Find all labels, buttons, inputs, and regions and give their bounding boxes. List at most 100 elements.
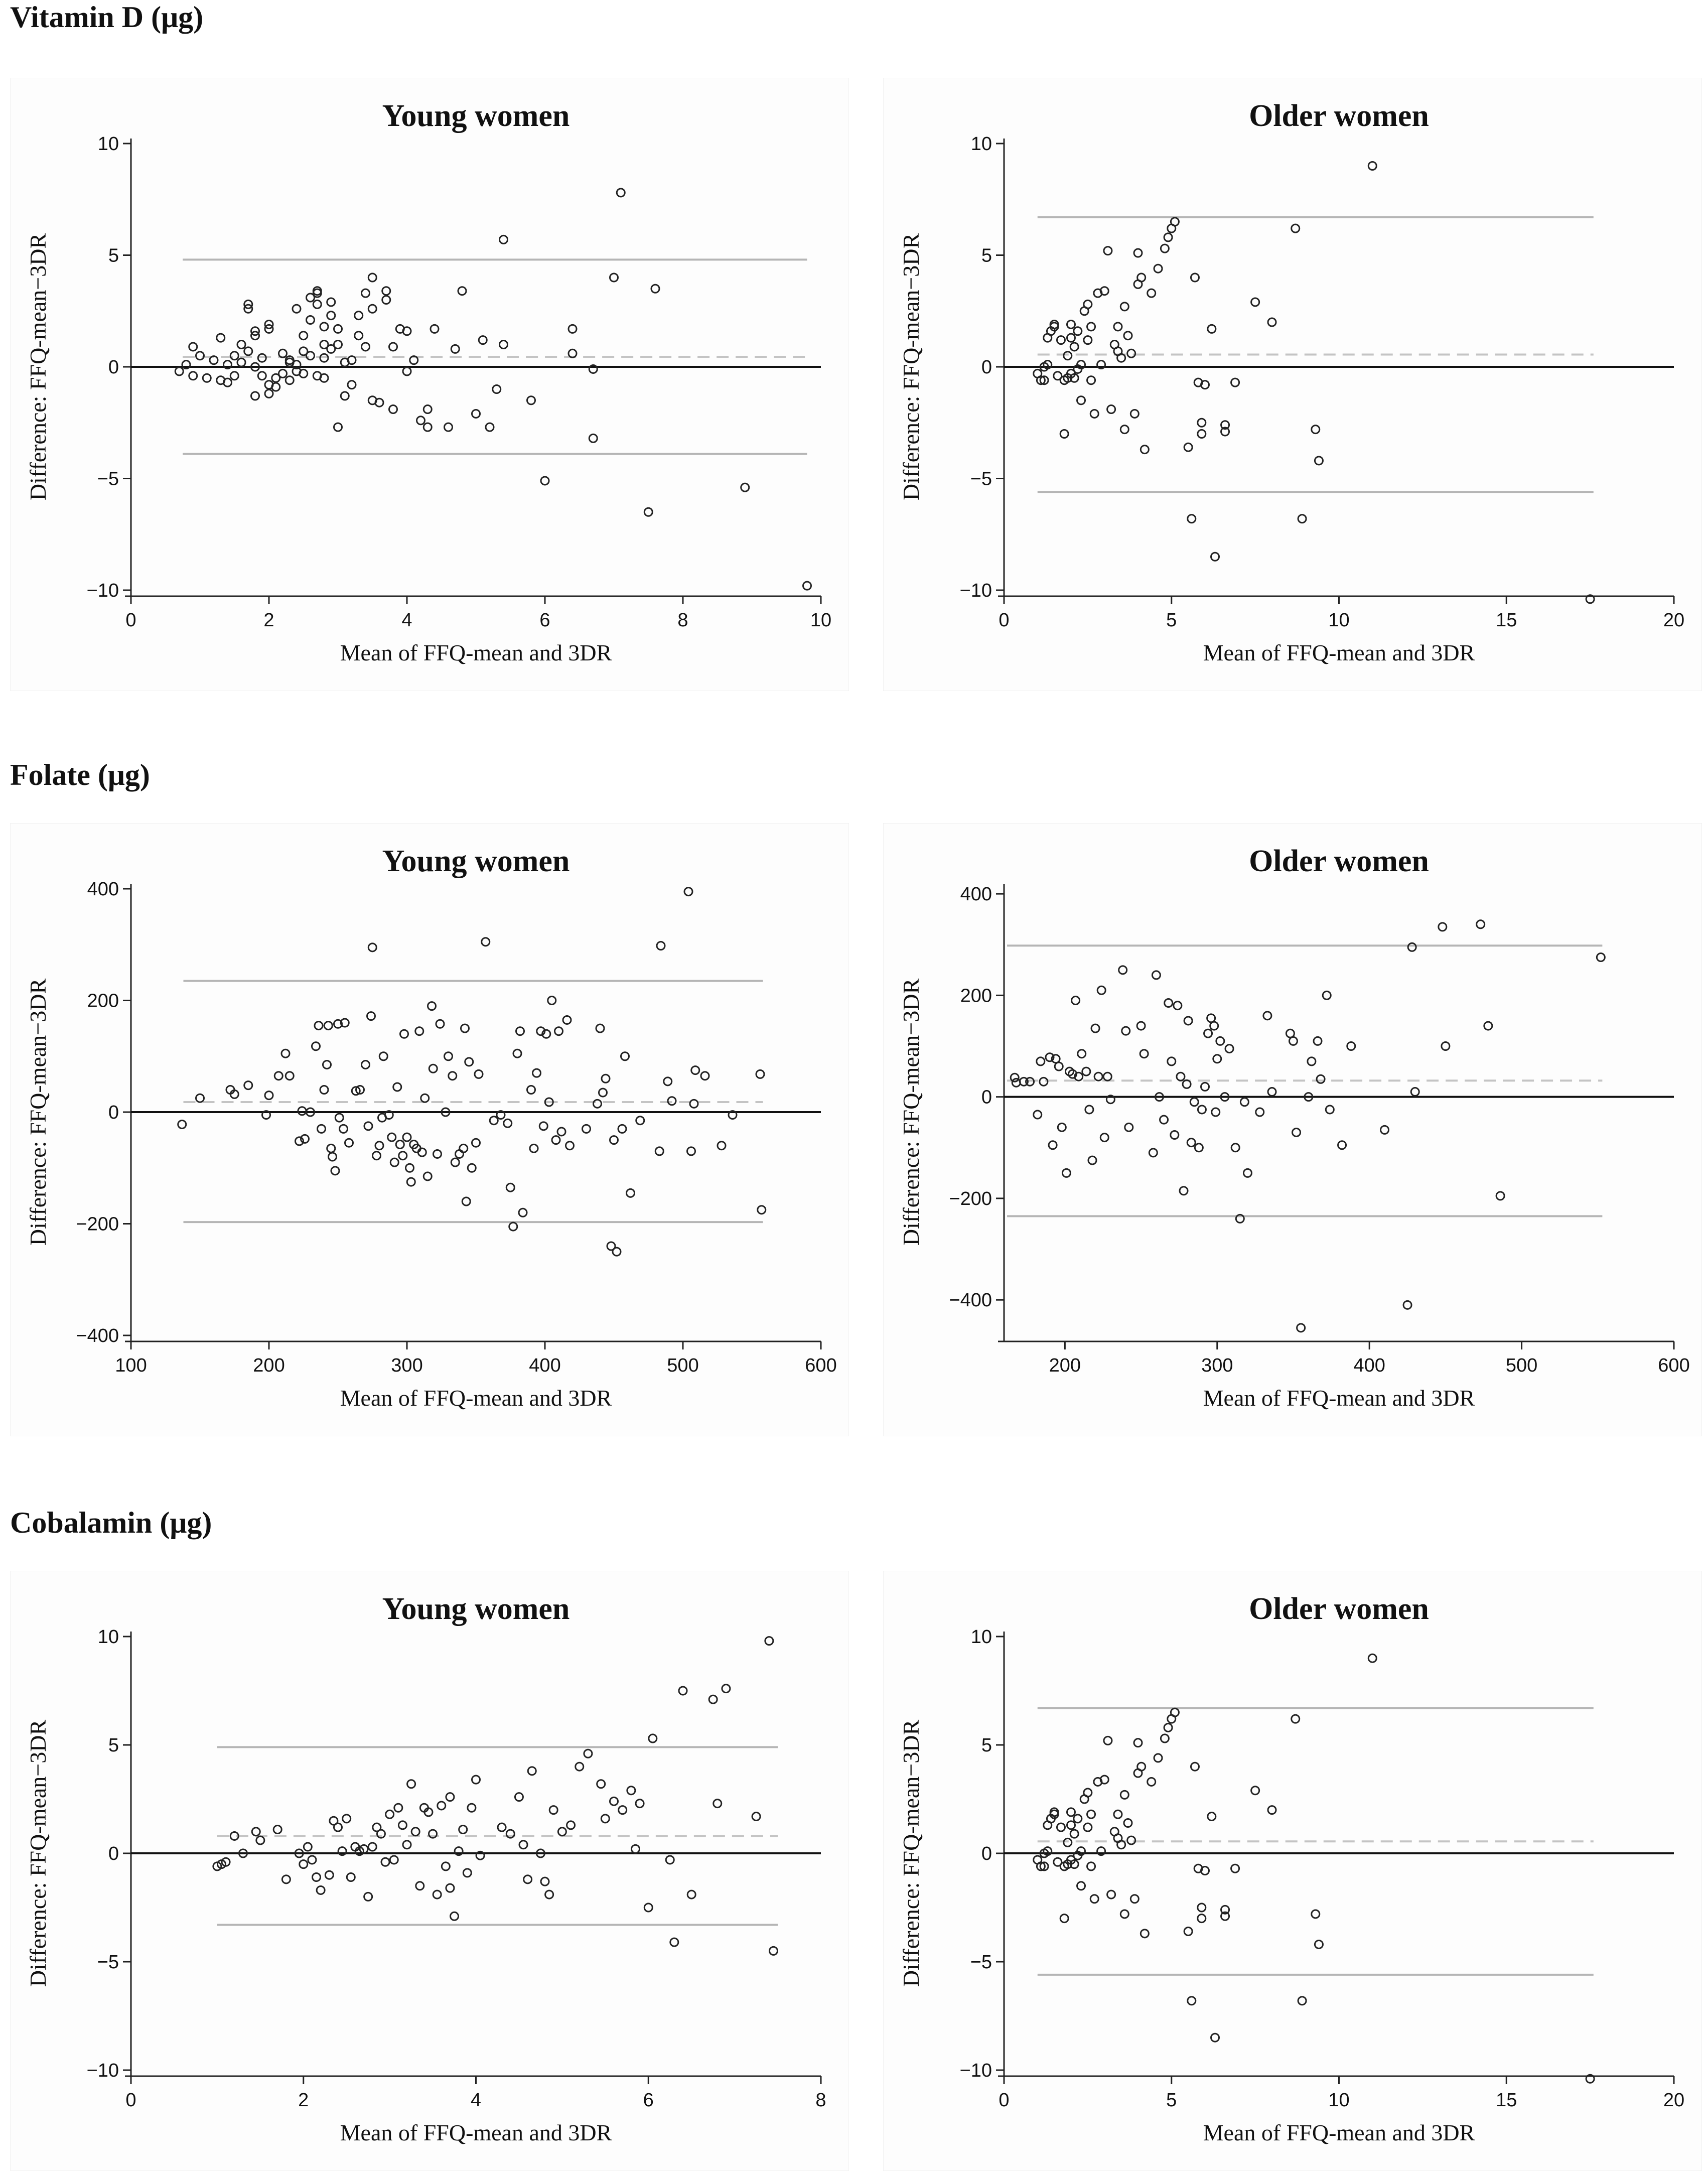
data-point — [575, 1761, 585, 1772]
data-point — [300, 1134, 310, 1144]
data-point — [314, 1021, 324, 1031]
data-point — [1126, 1835, 1136, 1845]
data-point — [497, 1822, 507, 1832]
data-point — [690, 1065, 700, 1075]
data-point — [471, 409, 481, 419]
data-point — [243, 346, 253, 356]
data-point — [1250, 297, 1260, 307]
data-point — [243, 1080, 253, 1091]
data-point — [648, 1733, 658, 1743]
data-point — [389, 1855, 399, 1865]
x-tick-label: 15 — [1496, 610, 1517, 631]
data-point — [1056, 1822, 1066, 1832]
chart-panel-folate-older: Older women −400 −200 0 200 400 200 300 400 500 60… — [883, 823, 1702, 1436]
y-tick-label: 0 — [108, 1102, 119, 1123]
data-point — [406, 1779, 416, 1789]
data-point — [700, 1071, 710, 1081]
data-point — [669, 1937, 679, 1947]
data-point — [264, 1091, 274, 1101]
data-point — [1147, 288, 1157, 298]
data-point — [492, 384, 502, 394]
data-point — [1036, 1861, 1046, 1871]
data-point — [503, 1118, 513, 1128]
y-tick-label: 5 — [108, 245, 119, 266]
data-point — [1096, 985, 1106, 995]
section-title-vitamin-d: Vitamin D (μg) — [10, 1, 204, 34]
data-point — [437, 1801, 447, 1811]
data-point — [1183, 1927, 1193, 1937]
data-point — [1106, 404, 1116, 415]
data-point — [1133, 248, 1143, 258]
data-point — [1036, 1056, 1046, 1066]
scatter-chart: Older women −10 −5 0 5 10 0 5 10 15 20 Mean of FFQ-… — [898, 1592, 1684, 2145]
data-point — [334, 1113, 344, 1123]
data-point — [351, 1086, 361, 1096]
data-point — [1071, 996, 1081, 1005]
data-point — [319, 340, 329, 349]
data-point — [333, 1822, 343, 1832]
data-point — [445, 1883, 455, 1893]
data-point — [551, 1135, 561, 1145]
data-point — [1190, 1761, 1200, 1772]
data-point — [1163, 1722, 1173, 1732]
data-point — [1153, 263, 1163, 274]
data-point — [467, 1163, 477, 1173]
y-tick-label: 10 — [971, 1626, 992, 1648]
y-tick-label: 400 — [87, 879, 119, 900]
data-point — [328, 1152, 337, 1162]
data-point — [372, 1151, 381, 1161]
data-point — [1106, 1889, 1116, 1899]
data-point — [717, 1141, 727, 1151]
data-point — [1187, 1996, 1197, 2006]
data-point — [505, 1182, 515, 1192]
chart-title: Young women — [382, 844, 570, 878]
data-point — [518, 1207, 528, 1217]
y-tick-label: 200 — [960, 985, 992, 1006]
data-point — [1311, 425, 1321, 435]
data-point — [319, 353, 329, 363]
data-point — [292, 360, 302, 370]
data-point — [174, 366, 184, 376]
y-tick-label: −10 — [87, 580, 119, 601]
data-point — [1207, 1812, 1217, 1822]
data-point — [1096, 1846, 1106, 1856]
x-axis-label: Mean of FFQ-mean and 3DR — [1203, 640, 1475, 665]
data-point — [643, 1903, 653, 1913]
data-point — [518, 1840, 528, 1850]
data-point — [1170, 1707, 1180, 1717]
data-point — [243, 299, 253, 309]
data-point — [1096, 360, 1106, 370]
data-point — [1190, 273, 1200, 283]
data-point — [462, 1868, 472, 1878]
data-point — [1314, 1939, 1324, 1949]
data-point — [1083, 1788, 1093, 1798]
data-point — [333, 324, 343, 334]
x-tick-label: 4 — [401, 610, 412, 631]
data-point — [728, 1110, 738, 1120]
data-point — [1136, 1021, 1146, 1031]
data-point — [255, 1835, 265, 1845]
data-point — [593, 1099, 602, 1109]
data-point — [402, 1132, 412, 1142]
data-point — [316, 1885, 326, 1895]
data-point — [1346, 1041, 1356, 1051]
data-point — [292, 304, 302, 314]
data-point — [326, 311, 336, 321]
data-point — [481, 937, 491, 947]
data-point — [1076, 360, 1086, 370]
data-point — [326, 1143, 336, 1153]
data-point — [751, 1812, 761, 1822]
data-point — [354, 331, 364, 341]
y-tick-label: 0 — [108, 1843, 119, 1864]
data-point — [361, 342, 370, 352]
data-point — [1124, 1122, 1134, 1132]
data-point — [414, 1026, 424, 1036]
data-point — [284, 375, 295, 385]
data-point — [415, 1881, 425, 1891]
data-point — [567, 324, 578, 334]
data-point — [1296, 1323, 1306, 1333]
data-point — [562, 1015, 572, 1025]
data-point — [1206, 1013, 1216, 1023]
data-point — [1083, 1822, 1093, 1832]
x-tick-label: 8 — [677, 610, 688, 631]
